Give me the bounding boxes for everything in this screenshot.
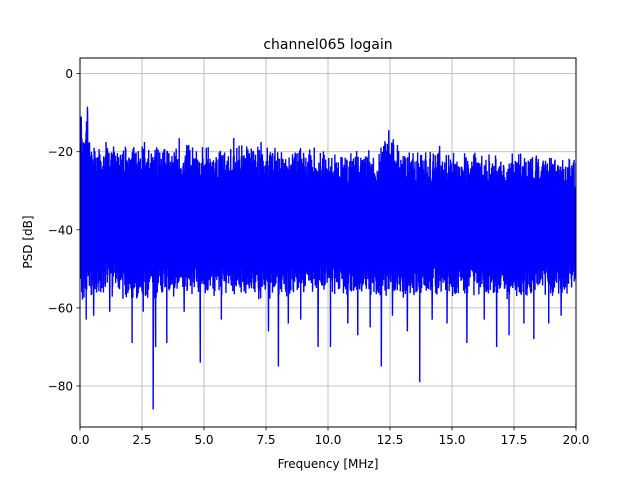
- x-tick-label: 2.5: [132, 433, 151, 447]
- y-tick-label: 0: [65, 67, 73, 81]
- x-tick-label: 0.0: [70, 433, 89, 447]
- x-tick-label: 15.0: [439, 433, 466, 447]
- x-tick-label: 17.5: [501, 433, 528, 447]
- x-tick-label: 5.0: [194, 433, 213, 447]
- y-tick-label: −60: [48, 301, 73, 315]
- y-axis-ticks: 0 −20 −40 −60 −80: [48, 67, 80, 394]
- x-tick-label: 7.5: [256, 433, 275, 447]
- y-tick-label: −40: [48, 223, 73, 237]
- x-tick-label: 10.0: [315, 433, 342, 447]
- x-tick-label: 12.5: [377, 433, 404, 447]
- series-layer: [80, 106, 576, 410]
- y-tick-label: −80: [48, 380, 73, 394]
- psd-series-line: [80, 106, 576, 410]
- y-tick-label: −20: [48, 145, 73, 159]
- y-axis-label: PSD [dB]: [21, 215, 35, 268]
- x-tick-label: 20.0: [563, 433, 590, 447]
- x-axis-label: Frequency [MHz]: [278, 457, 379, 471]
- x-axis-ticks: 0.0 2.5 5.0 7.5 10.0 12.5 15.0 17.5 20.0: [70, 427, 589, 447]
- chart-title: channel065 logain: [263, 37, 392, 53]
